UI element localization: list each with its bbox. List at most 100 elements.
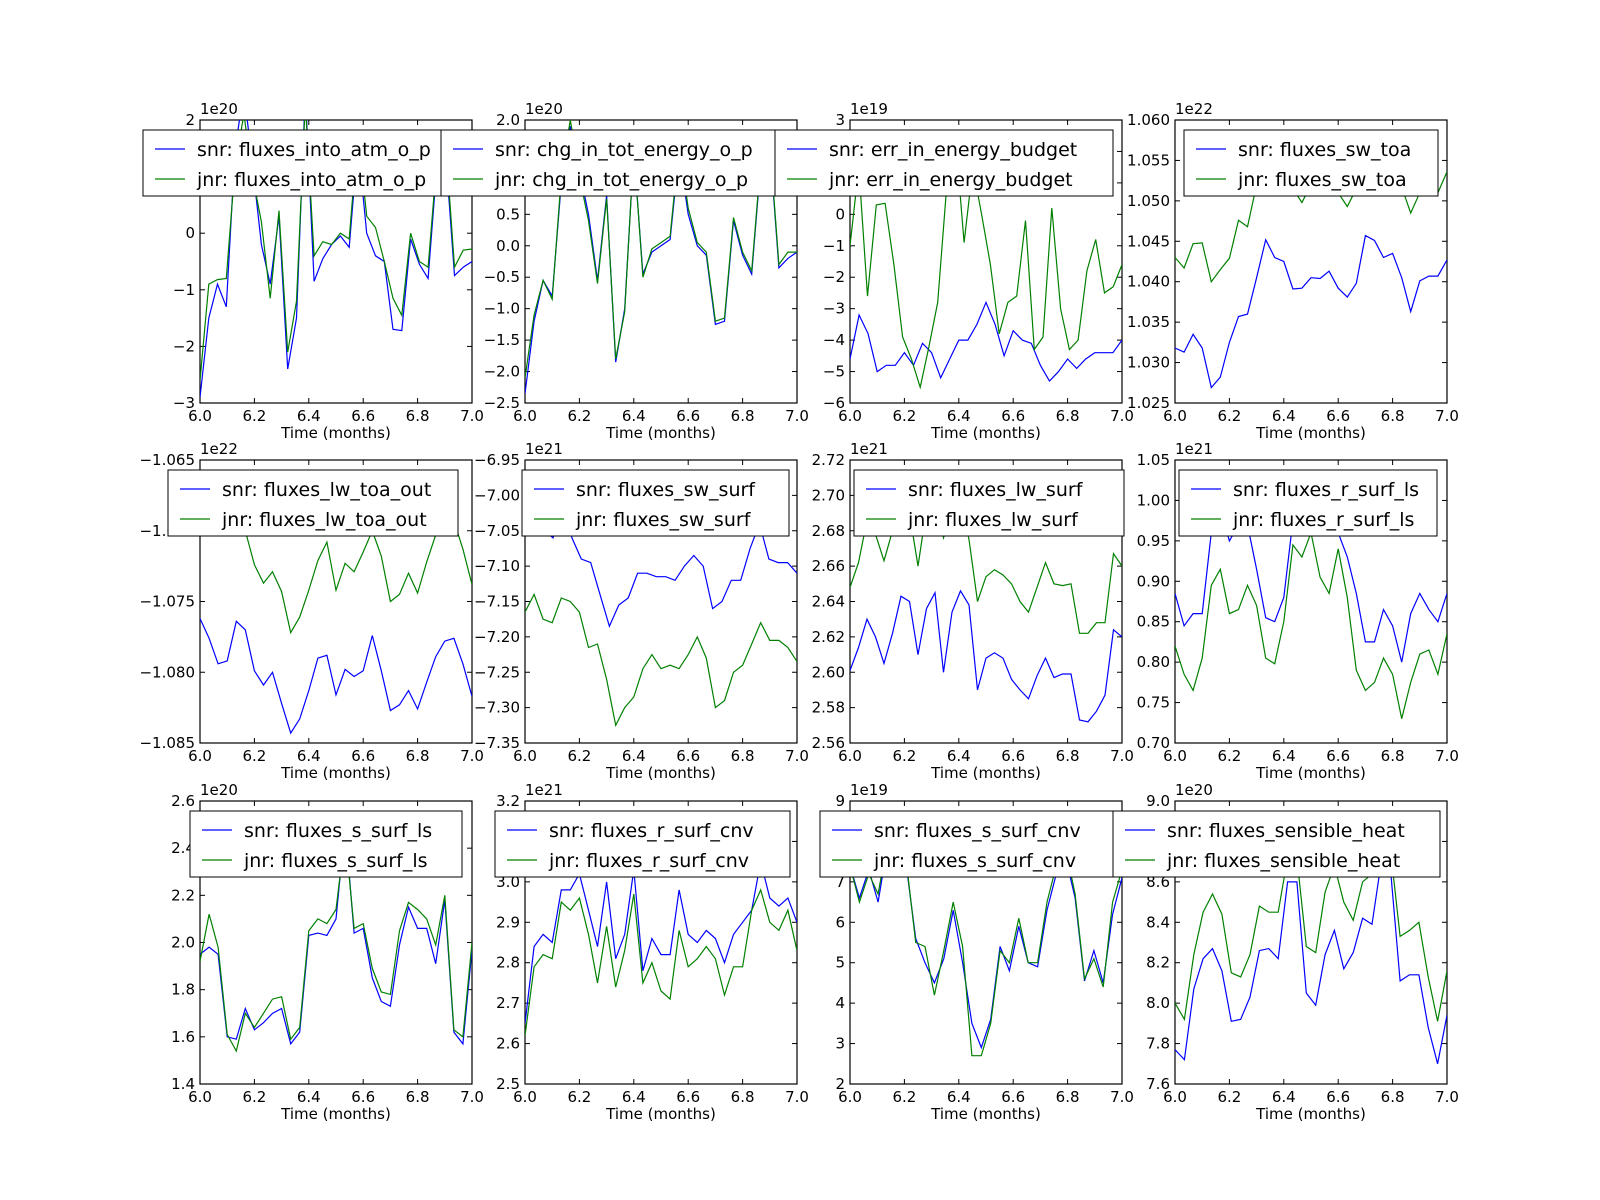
x-tick-label: 6.0 xyxy=(188,747,212,765)
y-tick-label: 8.4 xyxy=(1146,913,1170,931)
x-tick-label: 6.0 xyxy=(1163,1088,1187,1106)
x-axis-label: Time (months) xyxy=(605,764,716,782)
legend-box xyxy=(853,469,1125,537)
y-tick-label: 3.2 xyxy=(496,792,520,810)
y-tick-label: −7.10 xyxy=(474,557,520,575)
y-tick-label: −2.0 xyxy=(484,363,520,381)
legend: snr: fluxes_r_surf_cnv jnr: fluxes_r_surf… xyxy=(494,810,791,878)
legend: snr: chg_in_tot_energy_o_p jnr: chg_in_to… xyxy=(440,129,796,197)
legend: snr: fluxes_s_surf_cnv jnr: fluxes_s_surf… xyxy=(819,810,1121,878)
x-tick-label: 6.4 xyxy=(1272,1088,1296,1106)
x-tick-label: 6.6 xyxy=(1001,407,1025,425)
legend-entry: snr: fluxes_r_surf_cnv xyxy=(549,820,754,842)
y-tick-label: 2.4 xyxy=(171,839,195,857)
legend-entry: jnr: fluxes_s_surf_ls xyxy=(243,850,428,872)
x-tick-label: 6.4 xyxy=(297,747,321,765)
y-tick-label: −2 xyxy=(823,268,845,286)
x-tick-label: 7.0 xyxy=(460,747,484,765)
legend: snr: err_in_energy_budget jnr: err_in_ene… xyxy=(774,129,1114,197)
y-tick-label: −7.00 xyxy=(474,486,520,504)
x-tick-label: 6.2 xyxy=(242,407,266,425)
x-tick-label: 6.8 xyxy=(1056,1088,1080,1106)
x-axis-label: Time (months) xyxy=(1255,424,1366,442)
x-tick-label: 6.8 xyxy=(406,1088,430,1106)
legend-entry: jnr: fluxes_r_surf_cnv xyxy=(548,850,749,872)
y-tick-label: 9 xyxy=(835,792,845,810)
x-axis-label: Time (months) xyxy=(280,424,391,442)
y-tick-label: −1.080 xyxy=(139,663,195,681)
x-tick-label: 6.8 xyxy=(1381,407,1405,425)
legend-entry: snr: fluxes_r_surf_ls xyxy=(1233,479,1419,501)
x-tick-label: 6.0 xyxy=(188,1088,212,1106)
y-tick-label: 7 xyxy=(835,873,845,891)
y-tick-label: 2.5 xyxy=(496,1075,520,1093)
y-tick-label: −1.085 xyxy=(139,734,195,752)
x-tick-label: 7.0 xyxy=(1110,747,1134,765)
y-tick-label: −2.5 xyxy=(484,394,520,412)
x-axis-label: Time (months) xyxy=(1255,1105,1366,1123)
y-tick-label: −6.95 xyxy=(474,451,520,469)
x-tick-label: 6.2 xyxy=(567,747,591,765)
x-tick-label: 6.4 xyxy=(297,1088,321,1106)
y-tick-label: 2.6 xyxy=(171,792,195,810)
x-tick-label: 6.0 xyxy=(838,747,862,765)
y-tick-label: 4 xyxy=(835,994,845,1012)
x-axis-label: Time (months) xyxy=(1255,764,1366,782)
y-offset-label: 1e21 xyxy=(525,781,563,799)
y-tick-label: 0.75 xyxy=(1137,694,1170,712)
x-tick-label: 6.4 xyxy=(1272,407,1296,425)
x-tick-label: 6.6 xyxy=(351,1088,375,1106)
y-tick-label: −7.30 xyxy=(474,699,520,717)
y-tick-label: 1.045 xyxy=(1127,232,1170,250)
series-line-snr xyxy=(1175,860,1447,1064)
x-tick-label: 7.0 xyxy=(785,407,809,425)
x-tick-label: 6.8 xyxy=(406,747,430,765)
x-tick-label: 6.2 xyxy=(1217,1088,1241,1106)
y-offset-label: 1e22 xyxy=(200,440,238,458)
x-tick-label: 6.2 xyxy=(892,407,916,425)
y-tick-label: 2.66 xyxy=(812,557,845,575)
x-tick-label: 6.4 xyxy=(297,407,321,425)
subplot-7: 6.0 6.2 6.4 6.6 6.8 7.0 2.56 2.58 2.60 2.62 2.64 2.… xyxy=(812,440,1134,782)
y-tick-label: −1.075 xyxy=(139,593,195,611)
subplot-12: 6.06.26.46.66.87.07.67.88.08.28.48.68.89… xyxy=(1112,781,1459,1123)
legend: snr: fluxes_sensible_heat jnr: fluxes_sen… xyxy=(1112,810,1441,878)
legend-entry: jnr: err_in_energy_budget xyxy=(828,169,1073,191)
x-tick-label: 6.0 xyxy=(188,407,212,425)
x-axis-label: Time (months) xyxy=(930,424,1041,442)
x-tick-label: 7.0 xyxy=(785,747,809,765)
x-tick-label: 7.0 xyxy=(1110,407,1134,425)
y-offset-label: 1e20 xyxy=(200,781,238,799)
y-tick-label: 9.0 xyxy=(1146,792,1170,810)
x-tick-label: 6.8 xyxy=(731,407,755,425)
legend-entry: snr: fluxes_into_atm_o_p xyxy=(197,139,431,161)
legend-box xyxy=(521,469,790,537)
y-tick-label: 2.9 xyxy=(496,913,520,931)
legend: snr: fluxes_into_atm_o_p jnr: fluxes_into… xyxy=(142,129,494,197)
legend-entry: snr: fluxes_lw_surf xyxy=(908,479,1084,501)
y-tick-label: 2 xyxy=(835,1075,845,1093)
y-tick-label: 2.0 xyxy=(171,934,195,952)
x-tick-label: 6.6 xyxy=(676,1088,700,1106)
x-tick-label: 6.6 xyxy=(676,407,700,425)
x-axis-label: Time (months) xyxy=(930,764,1041,782)
legend-entry: jnr: fluxes_into_atm_o_p xyxy=(196,169,426,191)
y-tick-label: −1 xyxy=(173,281,195,299)
x-tick-label: 7.0 xyxy=(460,407,484,425)
series-line-snr xyxy=(1175,234,1447,389)
x-tick-label: 6.6 xyxy=(1326,407,1350,425)
legend-box xyxy=(819,810,1121,878)
subplot-6: 6.0 6.2 6.4 6.6 6.8 7.0 −7.35 −7.30 −7.25 −7.20 −7… xyxy=(474,440,809,782)
y-tick-label: 1.055 xyxy=(1127,151,1170,169)
series-line-jnr xyxy=(525,120,797,378)
legend-entry: snr: fluxes_sensible_heat xyxy=(1167,820,1405,842)
legend-box xyxy=(1183,129,1439,197)
y-tick-label: 2.64 xyxy=(812,593,845,611)
y-tick-label: −0.5 xyxy=(484,268,520,286)
x-tick-label: 6.4 xyxy=(947,1088,971,1106)
series-line-snr xyxy=(200,618,472,735)
y-tick-label: 0.5 xyxy=(496,205,520,223)
subplot-2: 6.0 6.2 6.4 6.6 6.8 7.0−2.5−2.0−1.5−1.0−0.50.… xyxy=(440,100,809,442)
y-offset-label: 1e20 xyxy=(1175,781,1213,799)
y-tick-label: 1.6 xyxy=(171,1028,195,1046)
